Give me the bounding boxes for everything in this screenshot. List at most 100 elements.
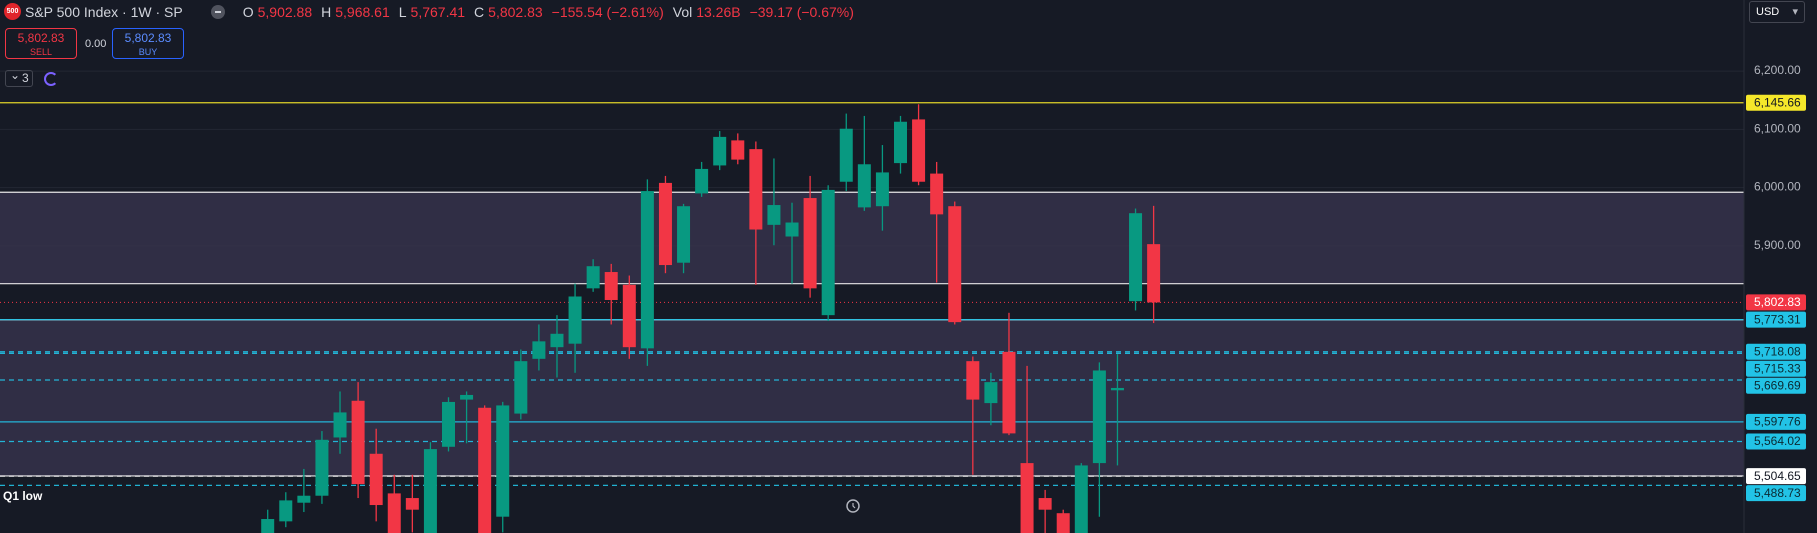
candle-body — [478, 407, 492, 533]
candle-body — [677, 206, 691, 263]
candle-body — [948, 206, 962, 323]
candle-body — [749, 149, 763, 230]
candle-body — [1129, 213, 1143, 302]
candle-body — [568, 296, 582, 344]
candle-body — [532, 341, 546, 359]
candle-body — [912, 119, 926, 182]
price-label: 5,802.83 — [1754, 295, 1801, 309]
candle-body — [894, 121, 907, 164]
candle-body — [731, 140, 745, 160]
candle-body — [1056, 513, 1070, 533]
price-label: 5,597.76 — [1754, 415, 1801, 429]
price-label-bg — [1746, 360, 1806, 377]
collapse-button[interactable] — [210, 4, 225, 19]
candle-body — [1038, 498, 1052, 510]
symbol-title[interactable]: S&P 500 Index · 1W · SP — [25, 3, 183, 20]
ohlc-key: L — [398, 3, 407, 20]
candle-body — [1110, 387, 1124, 391]
candle-body — [550, 333, 564, 348]
candle-body — [803, 198, 817, 289]
y-tick-label: 6,000.00 — [1754, 180, 1801, 194]
ohlc-value: 5,767.41 — [410, 3, 466, 20]
price-label-bg — [1746, 468, 1806, 485]
candle-body — [496, 405, 510, 517]
price-label: 5,715.33 — [1754, 361, 1801, 375]
candle-body — [261, 519, 275, 533]
y-tick-label: 6,200.00 — [1754, 63, 1801, 77]
candle-body — [423, 449, 437, 533]
candle-body — [821, 189, 835, 316]
clock-icon[interactable] — [846, 499, 860, 513]
candle-body — [785, 222, 799, 237]
candle-body — [442, 401, 455, 447]
candle-body — [315, 439, 329, 496]
candle-body — [839, 128, 853, 182]
spread: 0.00 — [85, 38, 107, 50]
plot-area — [0, 70, 1744, 533]
candle-body — [604, 272, 618, 300]
price-label: 5,773.31 — [1754, 312, 1801, 326]
buy-button[interactable]: 5,802.83 BUY — [112, 28, 184, 59]
ohlc-key: C — [474, 3, 485, 20]
candle-body — [695, 168, 709, 194]
price-label: 5,718.08 — [1754, 344, 1801, 358]
candle-body — [460, 394, 474, 400]
candle-body — [658, 182, 672, 266]
candle-body — [297, 495, 311, 503]
zone — [0, 319, 1744, 476]
price-label: 5,564.02 — [1754, 434, 1801, 448]
price-label-bg — [1746, 413, 1806, 430]
currency-select[interactable]: USD — [1749, 1, 1805, 23]
ohlc-key: O — [242, 3, 254, 20]
y-tick-label: 6,100.00 — [1754, 121, 1801, 135]
buy-price: 5,802.83 — [124, 31, 172, 45]
price-label: 5,504.65 — [1754, 469, 1801, 483]
price-change: −155.54 (−2.61%) — [551, 3, 664, 20]
candle-body — [333, 412, 347, 438]
candle-body — [966, 361, 980, 400]
candle-body — [405, 498, 419, 510]
ohlc-key: H — [321, 3, 332, 20]
candle-body — [586, 266, 600, 289]
candle-body — [1147, 244, 1161, 303]
candle-body — [930, 173, 944, 215]
candle-body — [514, 361, 528, 414]
sell-price: 5,802.83 — [17, 31, 65, 45]
annotation: Q1 low — [3, 489, 43, 503]
price-label-bg — [1746, 94, 1806, 111]
sell-button[interactable]: 5,802.83 SELL — [5, 28, 77, 59]
price-label-bg — [1746, 485, 1806, 502]
y-tick-label: 5,900.00 — [1754, 238, 1801, 252]
candle-body — [875, 172, 889, 207]
symbol-header: 500 S&P 500 Index · 1W · SP O 5,902.88 H 5… — [4, 3, 859, 20]
price-label-bg — [1746, 377, 1806, 394]
candle-body — [857, 164, 871, 208]
indicator-toggle[interactable]: 3 — [5, 68, 33, 87]
buy-label: BUY — [138, 47, 158, 57]
volume-key: Vol — [672, 3, 693, 20]
price-label: 5,488.73 — [1754, 486, 1801, 500]
price-label-bg — [1746, 343, 1806, 360]
candle-body — [622, 284, 636, 348]
volume-value: 13.26B — [696, 3, 741, 20]
candle-body — [640, 191, 654, 349]
candle-body — [1020, 463, 1034, 533]
candle-body — [1074, 465, 1088, 533]
price-label: 5,669.69 — [1754, 378, 1801, 392]
candle-body — [984, 382, 998, 404]
ohlc-value: 5,902.88 — [257, 3, 313, 20]
sync-icon[interactable] — [44, 72, 58, 86]
candle-body — [279, 500, 293, 522]
candle-body — [1092, 370, 1106, 464]
candle-body — [1002, 351, 1016, 434]
price-label: 6,145.66 — [1754, 95, 1801, 109]
price-label-bg — [1746, 433, 1806, 450]
symbol-logo: 500 — [4, 3, 21, 20]
candle-body — [351, 400, 365, 485]
candle-body — [387, 493, 401, 533]
candle-body — [767, 205, 781, 225]
candle-body — [369, 453, 383, 506]
price-axis: 5,900.00 6,000.00 6,100.00 6,200.00 6,145.66… — [1746, 63, 1806, 502]
